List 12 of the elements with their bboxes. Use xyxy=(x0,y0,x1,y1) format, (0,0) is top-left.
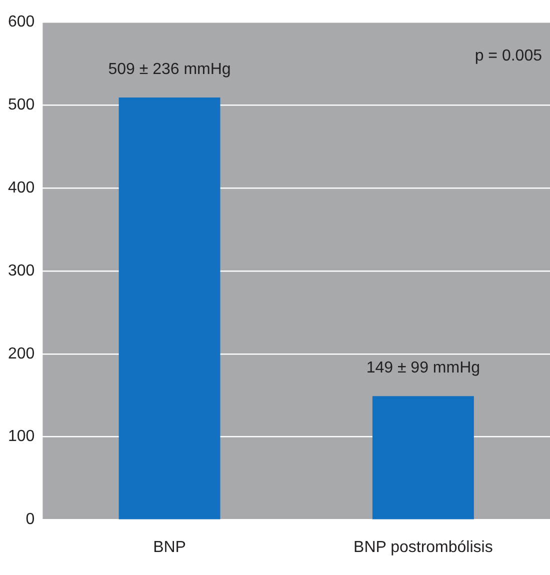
y-tick-label: 400 xyxy=(8,179,35,196)
y-tick-label: 500 xyxy=(8,96,35,114)
y-tick-label: 300 xyxy=(8,262,35,280)
y-tick-label: 200 xyxy=(8,345,35,362)
data-label: 509 ± 236 mmHg xyxy=(108,60,231,78)
x-tick-label: BNP xyxy=(153,538,186,556)
x-tick-label: BNP postrombólisis xyxy=(354,538,493,556)
y-tick-label: 0 xyxy=(26,511,35,528)
y-tick-label: 600 xyxy=(8,13,35,30)
y-tick-label: 100 xyxy=(8,428,35,446)
annotation: p = 0.005 xyxy=(474,47,542,64)
data-label: 149 ± 99 mmHg xyxy=(366,360,480,377)
